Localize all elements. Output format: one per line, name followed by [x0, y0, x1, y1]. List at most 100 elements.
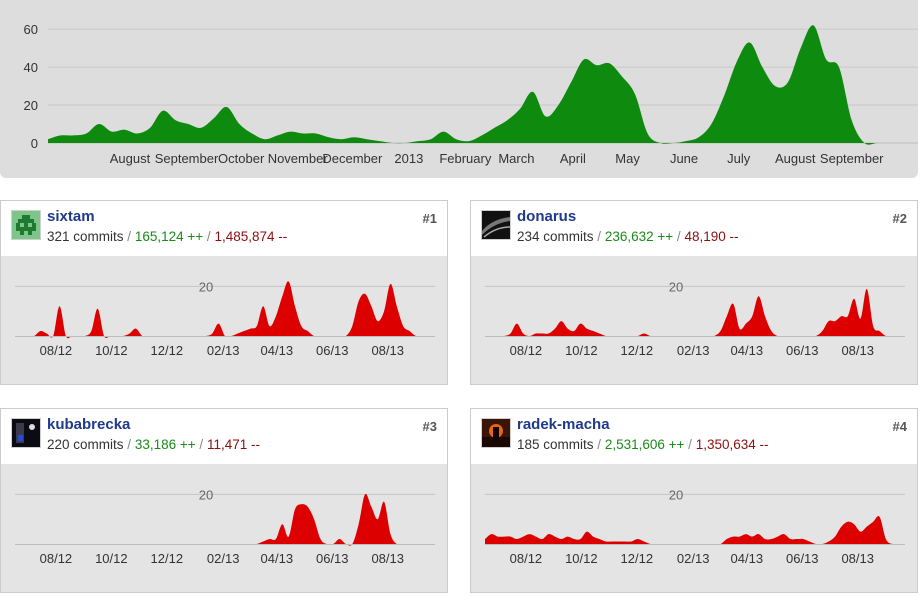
- y-tick-label: 20: [24, 98, 38, 113]
- x-tick-label: July: [727, 151, 751, 166]
- contributor-commit-chart: 20 08/12 10/12 12/12 02/13 04/13 06/13 08/13: [15, 487, 435, 566]
- x-tick-label: 04/13: [731, 343, 764, 358]
- contributor-name[interactable]: donarus: [517, 208, 577, 225]
- contributor-area: [15, 493, 435, 546]
- x-tick-label: 08/13: [371, 551, 404, 566]
- additions-count: 2,531,606 ++: [604, 437, 685, 452]
- contributor-chart-area: 20 08/12 10/12 12/12 02/13 04/13 06/13 08/13: [1, 256, 447, 384]
- x-tick-label: 10/12: [95, 551, 128, 566]
- contributor-card: radek-macha 185 commits / 2,531,606 ++ /…: [470, 408, 918, 593]
- x-tick-label: 04/13: [261, 551, 294, 566]
- avatar[interactable]: [481, 210, 511, 240]
- contributor-header: radek-macha 185 commits / 2,531,606 ++ /…: [471, 409, 917, 464]
- x-tick-label: 12/12: [621, 343, 654, 358]
- contributor-area: [15, 281, 435, 339]
- x-tick-label: 08/12: [40, 343, 73, 358]
- x-tick-label: 02/13: [677, 343, 710, 358]
- x-tick-label: 02/13: [677, 551, 710, 566]
- x-tick-label: 12/12: [151, 551, 184, 566]
- x-tick-label: 08/12: [510, 551, 543, 566]
- x-tick-label: 08/13: [841, 343, 874, 358]
- contributor-header: kubabrecka 220 commits / 33,186 ++ / 11,…: [1, 409, 447, 464]
- avatar[interactable]: [11, 210, 41, 240]
- x-tick-label: 10/12: [565, 551, 598, 566]
- x-tick-label: 06/13: [316, 551, 349, 566]
- sunset-photo-icon: [482, 419, 510, 447]
- y-tick-label: 0: [31, 136, 38, 151]
- stats-separator: /: [127, 229, 132, 244]
- additions-count: 165,124 ++: [134, 229, 204, 244]
- x-tick-label: 06/13: [786, 551, 819, 566]
- deletions-count: 11,471 --: [206, 437, 260, 452]
- x-tick-label: 04/13: [261, 343, 294, 358]
- pixel-invader-icon: [12, 211, 40, 239]
- contributor-card: kubabrecka 220 commits / 33,186 ++ / 11,…: [0, 408, 448, 593]
- x-tick-label: February: [439, 151, 492, 166]
- contributor-area: [485, 515, 905, 545]
- deletions-count: 1,485,874 --: [214, 229, 288, 244]
- contributor-name[interactable]: kubabrecka: [47, 416, 131, 433]
- x-tick-label: September: [820, 151, 884, 166]
- commit-area: [48, 25, 890, 145]
- avatar[interactable]: [481, 418, 511, 448]
- contributor-rank: #3: [422, 419, 437, 434]
- y-tick-label: 20: [199, 279, 213, 294]
- commit-count: 234 commits: [517, 229, 594, 244]
- x-tick-label: June: [670, 151, 698, 166]
- y-tick-label: 20: [199, 487, 213, 502]
- x-tick-label: 08/12: [40, 551, 73, 566]
- dark-photo-icon: [482, 211, 510, 239]
- deletions-count: 1,350,634 --: [695, 437, 769, 452]
- x-tick-label: December: [322, 151, 383, 166]
- x-tick-label: 06/13: [786, 343, 819, 358]
- stats-separator: /: [597, 229, 602, 244]
- commit-count: 321 commits: [47, 229, 124, 244]
- contributor-card: sixtam 321 commits / 165,124 ++ / 1,485,…: [0, 200, 448, 385]
- stats-separator: /: [688, 437, 692, 452]
- night-photo-icon: [12, 419, 40, 447]
- contributor-card: donarus 234 commits / 236,632 ++ / 48,19…: [470, 200, 918, 385]
- y-tick-label: 60: [24, 22, 38, 37]
- x-tick-label: 06/13: [316, 343, 349, 358]
- contributor-area: [485, 288, 905, 337]
- deletions-count: 48,190 --: [684, 229, 739, 244]
- x-tick-label: 10/12: [565, 343, 598, 358]
- x-tick-label: 08/13: [841, 551, 874, 566]
- y-tick-label: 20: [669, 487, 683, 502]
- contributor-header: donarus 234 commits / 236,632 ++ / 48,19…: [471, 201, 917, 256]
- y-tick-label: 20: [669, 279, 683, 294]
- contributor-commit-chart: 20 08/12 10/12 12/12 02/13 04/13 06/13 08/13: [485, 279, 905, 358]
- contributor-rank: #4: [892, 419, 907, 434]
- contributor-name[interactable]: sixtam: [47, 208, 95, 225]
- avatar[interactable]: [11, 418, 41, 448]
- x-tick-label: 08/12: [510, 343, 543, 358]
- x-tick-label: 02/13: [207, 343, 240, 358]
- contributor-stats: 234 commits / 236,632 ++ / 48,190 --: [517, 229, 739, 244]
- x-tick-label: 02/13: [207, 551, 240, 566]
- stats-separator: /: [676, 229, 681, 244]
- commit-activity-panel: 0 20 40 60 August September October November Dec…: [0, 0, 918, 178]
- x-tick-label: 2013: [394, 151, 423, 166]
- x-tick-label: 10/12: [95, 343, 128, 358]
- contributor-stats: 185 commits / 2,531,606 ++ / 1,350,634 -…: [517, 437, 769, 452]
- x-tick-label: November: [268, 151, 329, 166]
- stats-separator: /: [206, 229, 211, 244]
- commit-count: 185 commits: [517, 437, 594, 452]
- x-tick-label: August: [775, 151, 816, 166]
- additions-count: 33,186 ++: [134, 437, 196, 452]
- contributor-chart-area: 20 08/12 10/12 12/12 02/13 04/13 06/13 08/13: [1, 464, 447, 592]
- x-tick-label: August: [110, 151, 151, 166]
- contributor-name[interactable]: radek-macha: [517, 416, 610, 433]
- x-tick-label: 12/12: [151, 343, 184, 358]
- contributor-stats: 321 commits / 165,124 ++ / 1,485,874 --: [47, 229, 287, 244]
- contributor-stats: 220 commits / 33,186 ++ / 11,471 --: [47, 437, 260, 452]
- stats-separator: /: [597, 437, 602, 452]
- contributor-rank: #2: [892, 211, 907, 226]
- stats-separator: /: [127, 437, 132, 452]
- contributor-chart-area: 20 08/12 10/12 12/12 02/13 04/13 06/13 08/13: [471, 256, 917, 384]
- x-tick-label: October: [218, 151, 265, 166]
- x-tick-label: 04/13: [731, 551, 764, 566]
- contributor-commit-chart: 20 08/12 10/12 12/12 02/13 04/13 06/13 08/13: [15, 279, 435, 358]
- contributor-commit-chart: 20 08/12 10/12 12/12 02/13 04/13 06/13 08/13: [485, 487, 905, 566]
